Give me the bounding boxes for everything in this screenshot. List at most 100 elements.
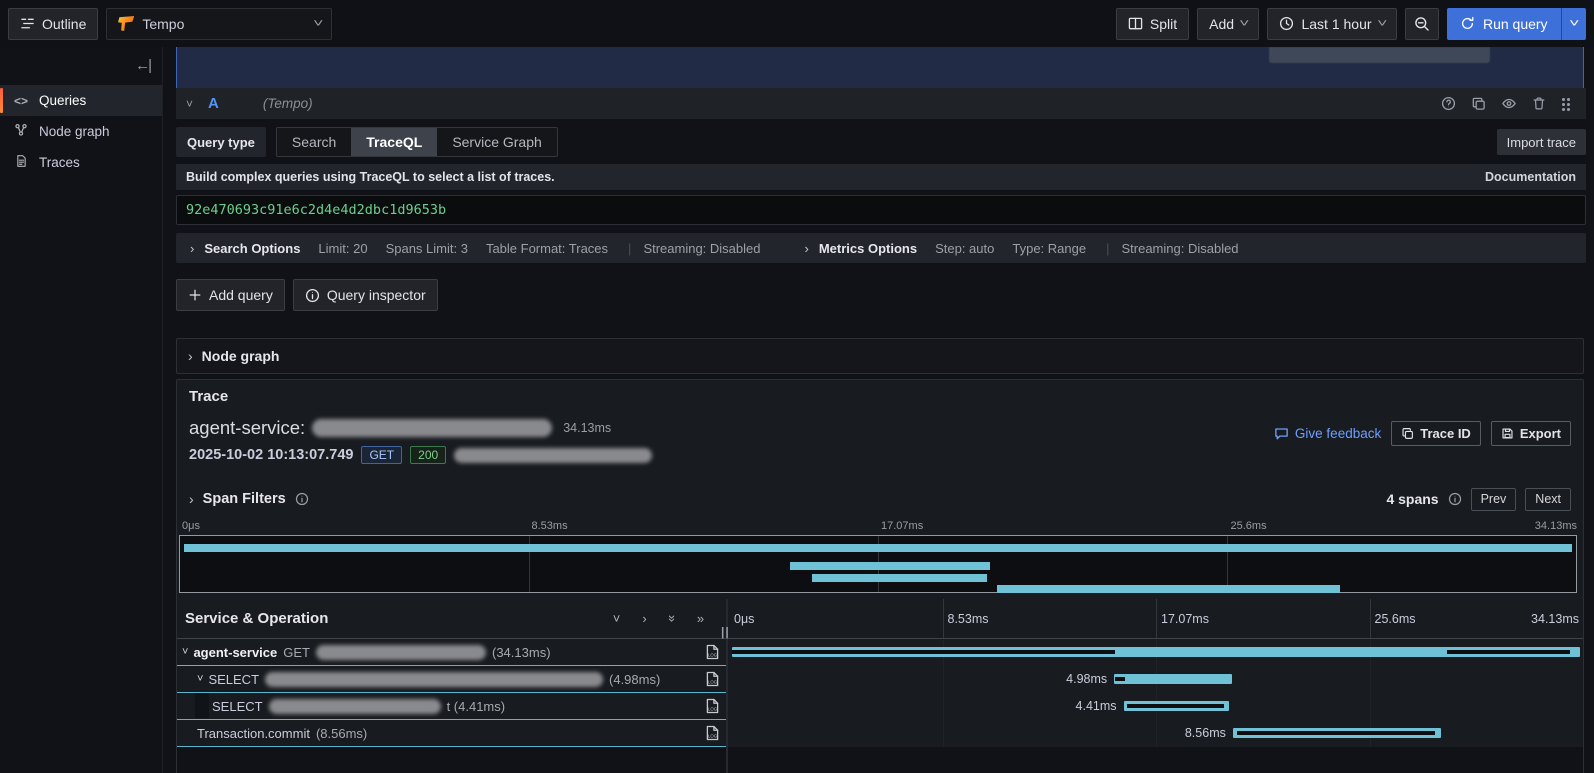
log-icon[interactable]: LOG <box>706 725 719 741</box>
query-inspector-button[interactable]: Query inspector <box>292 279 438 311</box>
time-range-picker[interactable]: Last 1 hour ˅ <box>1267 7 1397 40</box>
next-button[interactable]: Next <box>1525 487 1571 511</box>
tick-label: 0μs <box>734 612 755 626</box>
span-row[interactable]: Transaction.commit (8.56ms) LOG 8.56ms <box>177 720 1583 747</box>
split-label: Split <box>1149 15 1178 32</box>
outline-button[interactable]: Outline <box>8 7 99 40</box>
query-type-traceql[interactable]: TraceQL <box>351 128 438 156</box>
chevron-right-icon[interactable]: › <box>190 240 195 256</box>
chevron-right-icon[interactable]: › <box>804 240 809 256</box>
eye-icon[interactable] <box>1501 96 1517 111</box>
info-circle-icon <box>295 492 308 506</box>
span-bar-cell[interactable]: 4.41ms <box>729 693 1583 720</box>
span-name-cell[interactable]: Transaction.commit (8.56ms) LOG <box>177 720 726 747</box>
span-bar-cell[interactable]: 4.98ms <box>729 666 1583 693</box>
span-row[interactable]: ˅ SELECT (4.98ms) LOG 4.98ms <box>177 666 1583 693</box>
span-bar[interactable] <box>731 647 1581 657</box>
span-bar[interactable] <box>1123 701 1230 711</box>
span-name-cell[interactable]: SELECT t (4.41ms) LOG <box>177 693 726 720</box>
import-trace-button[interactable]: Import trace <box>1496 129 1586 155</box>
trace-id-button[interactable]: Trace ID <box>1391 421 1481 446</box>
minimap-span-bar <box>184 544 1572 552</box>
timeline-footer-space <box>177 747 1583 773</box>
query-ref-id[interactable]: A <box>208 95 219 112</box>
datasource-picker[interactable]: Tempo ˅ <box>106 7 333 40</box>
tick-label: 34.13ms <box>1534 520 1577 532</box>
drag-handle-icon[interactable] <box>1562 97 1565 101</box>
prev-button[interactable]: Prev <box>1470 487 1517 511</box>
svg-text:LOG: LOG <box>708 734 717 739</box>
node-graph-title: Node graph <box>201 348 280 364</box>
export-button[interactable]: Export <box>1490 421 1571 446</box>
chevron-down-icon: ˅ <box>312 17 324 30</box>
add-query-button[interactable]: Add query <box>176 279 285 311</box>
span-bar-cell[interactable] <box>729 639 1583 666</box>
export-label: Export <box>1519 426 1561 441</box>
run-query-dropdown[interactable]: ˅ <box>1560 7 1586 40</box>
traceql-query-editor[interactable]: 92e470693c91e6c2d4e4d2dbc1d9653b <box>176 195 1586 225</box>
sidebar-item-traces[interactable]: Traces <box>0 147 162 178</box>
span-service-name: SELECT <box>208 671 260 687</box>
trace-minimap[interactable] <box>179 535 1577 593</box>
span-log-icon[interactable]: LOG <box>706 644 719 663</box>
tick-label: 8.53ms <box>947 612 989 626</box>
span-bar[interactable] <box>1114 674 1232 684</box>
collapse-all-icon[interactable]: » <box>665 614 680 623</box>
minimap-span-bar <box>996 585 1341 593</box>
sidebar-item-label: Traces <box>39 155 80 170</box>
pane-splitter[interactable]: || <box>721 599 729 773</box>
chevron-down-icon[interactable]: ˅ <box>197 673 204 685</box>
info-circle-icon <box>305 288 319 302</box>
trace-id-label: Trace ID <box>1420 426 1471 441</box>
node-graph-icon <box>13 123 29 140</box>
split-icon <box>1128 17 1143 30</box>
collapse-query-icon[interactable]: ˅ <box>186 96 194 111</box>
add-button[interactable]: Add ˅ <box>1197 7 1260 40</box>
traceql-query-text: 92e470693c91e6c2d4e4d2dbc1d9653b <box>186 202 447 218</box>
span-bar[interactable] <box>1232 728 1442 738</box>
span-log-icon[interactable]: LOG <box>706 671 719 690</box>
duplicate-icon[interactable] <box>1471 96 1486 111</box>
sidebar-item-label: Queries <box>39 93 87 108</box>
query-type-service-graph[interactable]: Service Graph <box>452 134 542 150</box>
node-graph-panel[interactable]: › Node graph <box>176 338 1584 374</box>
metrics-options-toggle[interactable]: Metrics Options <box>818 240 918 256</box>
run-query-label: Run query <box>1482 15 1548 32</box>
zoom-out-button[interactable] <box>1404 7 1439 40</box>
child-span-stripe <box>1237 731 1435 735</box>
save-icon <box>1502 428 1513 439</box>
trash-icon[interactable] <box>1532 96 1546 111</box>
search-options-toggle[interactable]: Search Options <box>204 240 301 256</box>
span-duration-text: t (4.41ms) <box>446 698 506 714</box>
query-actions: Add query Query inspector <box>176 279 438 311</box>
give-feedback-link[interactable]: Give feedback <box>1274 426 1381 441</box>
sidebar-item-node-graph[interactable]: Node graph <box>0 116 162 147</box>
expand-one-icon[interactable]: › <box>642 611 647 626</box>
span-row[interactable]: SELECT t (4.41ms) LOG 4.41ms <box>177 693 1583 720</box>
minimap-span-bar <box>790 562 990 570</box>
log-icon[interactable]: LOG <box>706 671 719 687</box>
span-name-cell[interactable]: ˅ agent-service GET (34.13ms) LOG <box>177 639 726 666</box>
chevron-right-icon[interactable]: › <box>189 491 194 507</box>
trace-timestamp: 2025-10-02 10:13:07.749 <box>189 447 354 463</box>
collapse-one-icon[interactable]: ˅ <box>612 611 621 626</box>
chevron-down-icon[interactable]: ˅ <box>182 646 189 658</box>
documentation-link[interactable]: Documentation <box>1485 170 1576 184</box>
log-icon[interactable]: LOG <box>706 644 719 660</box>
span-row[interactable]: ˅ agent-service GET (34.13ms) LOG <box>177 639 1583 666</box>
run-query-button[interactable]: Run query ˅ <box>1446 7 1586 40</box>
traceql-help-text: Build complex queries using TraceQL to s… <box>186 170 555 184</box>
collapse-pane-icon[interactable]: ←| <box>135 57 152 74</box>
log-icon[interactable]: LOG <box>706 698 719 714</box>
help-icon[interactable] <box>1441 96 1456 111</box>
span-log-icon[interactable]: LOG <box>706 698 719 717</box>
span-name-cell[interactable]: ˅ SELECT (4.98ms) LOG <box>177 666 726 693</box>
trace-controls: Give feedback Trace ID Export <box>1274 421 1571 446</box>
plus-icon <box>189 289 201 301</box>
span-log-icon[interactable]: LOG <box>706 725 719 744</box>
span-bar-cell[interactable]: 8.56ms <box>729 720 1583 747</box>
sidebar-item-queries[interactable]: <> Queries <box>0 85 162 116</box>
query-type-search[interactable]: Search <box>291 134 337 150</box>
split-button[interactable]: Split <box>1115 7 1190 40</box>
expand-all-icon[interactable]: » <box>696 611 705 626</box>
